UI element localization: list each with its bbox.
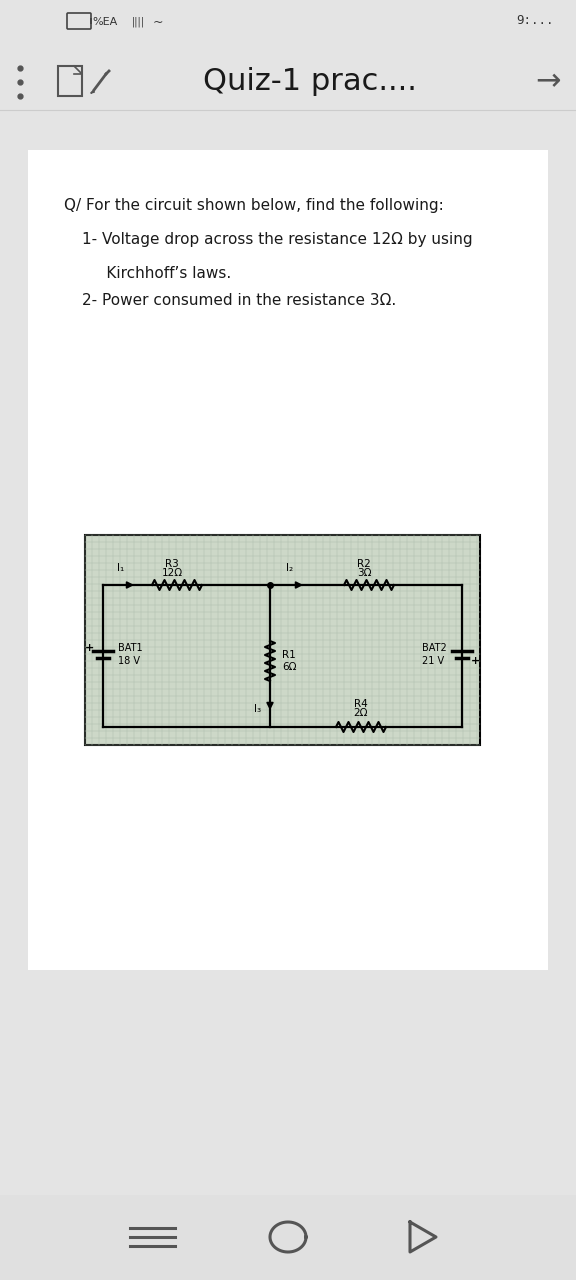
Text: 2- Power consumed in the resistance 3Ω.: 2- Power consumed in the resistance 3Ω. [82, 293, 396, 308]
Text: I₁: I₁ [118, 563, 124, 573]
Bar [28, 150, 548, 970]
Text: 21 V: 21 V [422, 655, 444, 666]
Text: Kirchhoff’s laws.: Kirchhoff’s laws. [82, 266, 231, 282]
Text: +: + [471, 655, 480, 666]
Text: 3Ω: 3Ω [357, 568, 372, 579]
Bar [85, 535, 480, 745]
Text: Q/ For the circuit shown below, find the following:: Q/ For the circuit shown below, find the… [64, 198, 444, 212]
Text: R4: R4 [354, 699, 368, 709]
Text: 2Ω: 2Ω [354, 708, 368, 718]
Bar [0, 1196, 576, 1280]
Text: R2: R2 [357, 559, 371, 570]
Text: 6Ω: 6Ω [282, 662, 297, 672]
Text: 18 V: 18 V [118, 655, 140, 666]
Text: →: → [535, 68, 561, 96]
Text: 12Ω: 12Ω [161, 568, 183, 579]
Text: +: + [84, 643, 94, 653]
Text: %EA: %EA [92, 17, 118, 27]
Text: BAT2: BAT2 [422, 643, 447, 653]
Text: R1: R1 [282, 650, 295, 660]
Text: I₂: I₂ [286, 563, 294, 573]
Text: R3: R3 [165, 559, 179, 570]
Text: 9:...: 9:... [517, 14, 554, 27]
Bar [90, 18, 92, 24]
Text: ~: ~ [153, 15, 163, 28]
Text: Quiz-1 prac....: Quiz-1 prac.... [203, 68, 417, 96]
Text: BAT1: BAT1 [118, 643, 143, 653]
Text: 1- Voltage drop across the resistance 12Ω by using: 1- Voltage drop across the resistance 12… [82, 232, 473, 247]
Text: ||||: |||| [131, 17, 145, 27]
Text: I₃: I₃ [255, 704, 262, 714]
